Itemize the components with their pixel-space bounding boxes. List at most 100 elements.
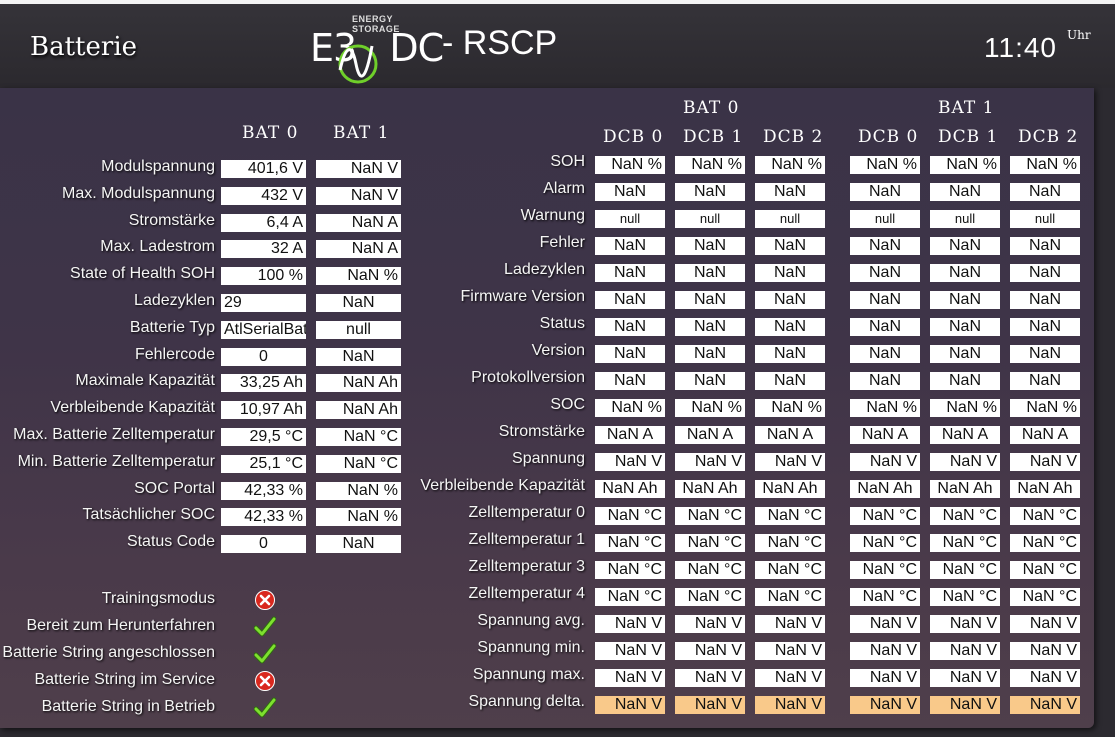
column-header-dcb: DCB 1 [938,127,999,147]
dcb-value: NaN °C [675,561,745,579]
clock-unit: Uhr [1067,28,1091,42]
dcb-value: NaN V [595,615,665,633]
battery-row-label-box: SOC Portal [0,480,215,500]
dcb-value: NaN °C [930,561,1000,579]
status-flag-label: Batterie String angeschlossen [2,644,215,661]
dcb-row-label: Status [539,315,585,332]
dcb-value: NaN V [850,642,920,660]
battery-value-bat1: NaN Ah [316,374,401,393]
dcb-value: NaN °C [1010,534,1080,552]
dcb-row-label-box: Spannung avg. [400,612,585,632]
dcb-value: NaN V [1010,615,1080,633]
dcb-value: NaN [1010,264,1080,282]
dcb-value: NaN V [595,696,665,714]
dcb-value: NaN [755,291,825,309]
dcb-value: NaN [595,372,665,390]
dcb-row-label-box: Alarm [400,180,585,200]
battery-row-label-box: Fehlercode [0,346,215,366]
dcb-value: NaN V [1010,642,1080,660]
dcb-value: NaN [850,183,920,201]
column-header-bat1: BAT 1 [333,123,390,143]
dcb-row-label-box: Warnung [400,207,585,227]
dcb-row-label: Spannung max. [472,666,585,683]
battery-value-bat1: NaN °C [316,454,401,473]
dcb-value: NaN °C [675,507,745,525]
battery-row-label: SOC Portal [134,479,215,497]
dcb-value: NaN V [675,615,745,633]
check-icon [254,697,276,718]
dcb-row-label-box: SOC [400,396,585,416]
battery-row-label-box: Max. Ladestrom [0,238,215,258]
dcb-value: NaN V [595,669,665,687]
dcb-value: NaN [595,183,665,201]
column-header-bat0: BAT 0 [242,123,299,143]
battery-value-bat0: 432 V [221,186,306,205]
check-icon [254,643,276,664]
battery-value-bat1: NaN °C [316,428,401,446]
dcb-row-label-box: Ladezyklen [400,261,585,281]
dcb-row-label: Zelltemperatur 1 [468,531,586,548]
dcb-value: NaN Ah [675,480,745,498]
dcb-value: NaN V [595,642,665,660]
dcb-value: NaN V [1010,696,1080,714]
status-flag-label: Bereit zum Herunterfahren [26,617,215,634]
dcb-value: NaN [930,264,1000,282]
group-header-bat1: BAT 1 [938,98,995,118]
battery-value-bat1: NaN A [316,213,401,232]
logo-swirl-icon [338,44,378,84]
dcb-value: NaN [675,372,745,390]
battery-row-label-box: Maximale Kapazität [0,372,215,392]
dcb-row-label: Fehler [539,234,585,251]
dcb-row-label-box: Spannung max. [400,666,585,686]
dcb-value: NaN °C [850,507,920,525]
dcb-row-label: Stromstärke [498,423,585,440]
battery-row-label: Max. Modulspannung [62,184,215,202]
dcb-row-label: SOC [550,396,585,413]
dcb-value: NaN °C [850,561,920,579]
battery-row-label: Fehlercode [134,345,215,363]
dcb-value: NaN % [930,156,1000,174]
error-icon [255,590,275,610]
group-header-bat0: BAT 0 [683,98,740,118]
battery-value-bat1: NaN V [316,160,401,178]
dcb-value: NaN A [1010,426,1080,444]
status-flag-label: Batterie String im Service [34,671,215,688]
dcb-value: NaN °C [850,588,920,606]
dcb-value: NaN V [755,696,825,714]
dcb-value: NaN [1010,237,1080,255]
dcb-value: NaN % [1010,399,1080,417]
dcb-value: NaN Ah [595,480,665,498]
dcb-value: NaN [675,237,745,255]
dcb-value: NaN °C [1010,588,1080,606]
column-header-dcb: DCB 1 [683,127,744,147]
dcb-value: NaN [1010,183,1080,201]
dcb-value: NaN [850,372,920,390]
dcb-value: NaN A [595,426,665,444]
battery-row-label-box: Verbleibende Kapazität [0,399,215,419]
clock-time: 11:40 [984,32,1057,63]
battery-value-bat0: 25,1 °C [221,454,306,473]
dcb-value: NaN % [675,399,745,417]
battery-value-bat0: 0 [221,347,306,366]
dcb-value: NaN [675,318,745,336]
dcb-value: NaN [1010,345,1080,363]
dcb-value: NaN [850,345,920,363]
dcb-value: NaN [755,264,825,282]
battery-row-label: Max. Ladestrom [100,238,215,256]
dcb-value: NaN A [675,426,745,444]
dcb-value: NaN °C [595,534,665,552]
battery-row-label: State of Health SOH [70,265,215,283]
dcb-value: NaN °C [755,561,825,579]
status-flag-label-box: Bereit zum Herunterfahren [0,617,215,637]
dcb-value: NaN °C [675,588,745,606]
dcb-row-label-box: Zelltemperatur 3 [400,558,586,578]
battery-row-label: Max. Batterie Zelltemperatur [13,426,215,443]
battery-row-label: Status Code [126,533,215,551]
dcb-value: NaN [930,237,1000,255]
status-flag-label-box: Batterie String in Betrieb [0,698,215,718]
battery-value-bat0: 29 [221,294,306,312]
dcb-value: NaN °C [755,534,825,552]
dcb-value: NaN [755,183,825,201]
dcb-value: NaN % [1010,156,1080,174]
battery-row-label-box: Status Code [0,533,215,553]
